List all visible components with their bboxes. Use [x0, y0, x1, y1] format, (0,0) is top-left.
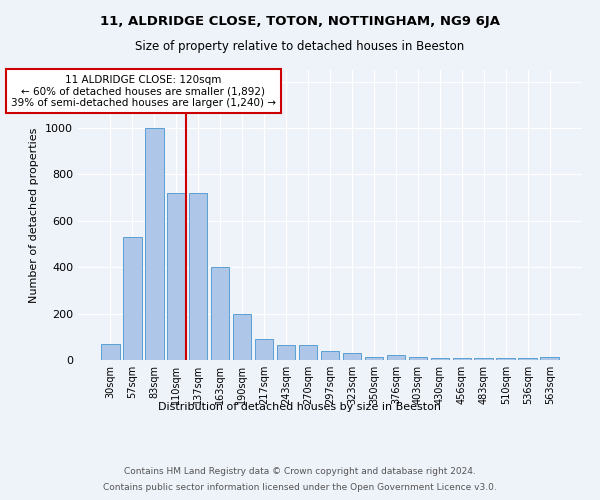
Bar [189, 193, 208, 360]
Bar [145, 128, 164, 360]
Bar [255, 339, 274, 360]
Text: Contains public sector information licensed under the Open Government Licence v3: Contains public sector information licen… [103, 482, 497, 492]
Bar [343, 353, 361, 360]
Bar [211, 267, 229, 360]
Bar [409, 356, 427, 360]
Bar [365, 356, 383, 360]
Bar [299, 345, 317, 360]
Bar [386, 356, 405, 360]
Text: Distribution of detached houses by size in Beeston: Distribution of detached houses by size … [158, 402, 442, 412]
Text: 11 ALDRIDGE CLOSE: 120sqm
← 60% of detached houses are smaller (1,892)
39% of se: 11 ALDRIDGE CLOSE: 120sqm ← 60% of detac… [11, 74, 276, 108]
Bar [496, 358, 515, 360]
Bar [123, 237, 142, 360]
Bar [101, 344, 119, 360]
Bar [518, 358, 537, 360]
Bar [233, 314, 251, 360]
Text: Contains HM Land Registry data © Crown copyright and database right 2024.: Contains HM Land Registry data © Crown c… [124, 468, 476, 476]
Text: Size of property relative to detached houses in Beeston: Size of property relative to detached ho… [136, 40, 464, 53]
Y-axis label: Number of detached properties: Number of detached properties [29, 128, 40, 302]
Bar [541, 356, 559, 360]
Text: 11, ALDRIDGE CLOSE, TOTON, NOTTINGHAM, NG9 6JA: 11, ALDRIDGE CLOSE, TOTON, NOTTINGHAM, N… [100, 15, 500, 28]
Bar [452, 358, 471, 360]
Bar [431, 358, 449, 360]
Bar [320, 350, 340, 360]
Bar [167, 193, 185, 360]
Bar [277, 345, 295, 360]
Bar [475, 358, 493, 360]
